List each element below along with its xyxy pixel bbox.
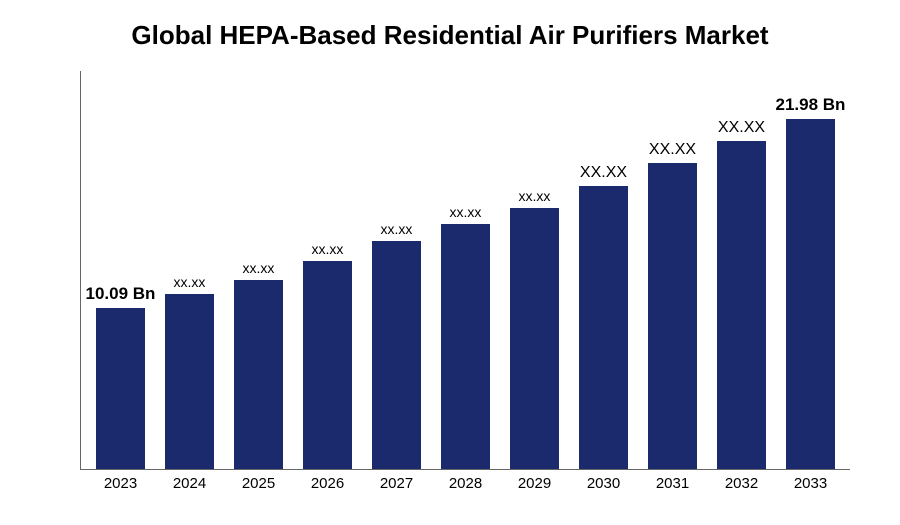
plot-area: 10.09 Bn xx.xx xx.xx xx.xx xx.xx xx.xx xx.xx XX… (80, 71, 850, 470)
bar-group: 21.98 Bn (776, 71, 845, 469)
bar: XX.XX (648, 163, 696, 469)
bar-group: xx.xx (431, 71, 500, 469)
x-axis-tick: 2023 (86, 475, 155, 492)
bar: 21.98 Bn (786, 119, 834, 469)
bar-value-label: XX.XX (718, 119, 765, 137)
chart-container: Global HEPA-Based Residential Air Purifi… (0, 0, 900, 525)
bar: xx.xx (234, 280, 282, 469)
bar-value-label: XX.XX (649, 141, 696, 159)
x-axis-tick: 2025 (224, 475, 293, 492)
bar: xx.xx (510, 208, 558, 469)
x-axis-tick: 2028 (431, 475, 500, 492)
bar: xx.xx (303, 261, 351, 469)
bar-value-label: xx.xx (243, 260, 275, 276)
bar-value-label: xx.xx (174, 274, 206, 290)
bar-group: XX.XX (707, 71, 776, 469)
x-axis-tick: 2031 (638, 475, 707, 492)
bar: 10.09 Bn (96, 308, 144, 469)
chart-title: Global HEPA-Based Residential Air Purifi… (30, 20, 870, 51)
bars-wrapper: 10.09 Bn xx.xx xx.xx xx.xx xx.xx xx.xx xx.xx XX… (81, 71, 850, 469)
x-axis-tick: 2026 (293, 475, 362, 492)
bar: xx.xx (441, 224, 489, 469)
x-axis-tick: 2029 (500, 475, 569, 492)
x-axis-tick: 2033 (776, 475, 845, 492)
bar-group: xx.xx (500, 71, 569, 469)
x-axis-tick: 2032 (707, 475, 776, 492)
bar-value-label: xx.xx (381, 221, 413, 237)
bar: XX.XX (579, 186, 627, 469)
bar-value-label: xx.xx (519, 188, 551, 204)
x-axis-tick: 2027 (362, 475, 431, 492)
bar: xx.xx (372, 241, 420, 469)
bar-group: xx.xx (362, 71, 431, 469)
x-axis-tick: 2030 (569, 475, 638, 492)
bar-value-label: xx.xx (450, 204, 482, 220)
bar-value-label: xx.xx (312, 241, 344, 257)
bar-group: XX.XX (638, 71, 707, 469)
bar-group: xx.xx (155, 71, 224, 469)
bar-value-label: XX.XX (580, 164, 627, 182)
bar: XX.XX (717, 141, 765, 469)
bar: xx.xx (165, 294, 213, 469)
x-axis-labels: 2023202420252026202720282029203020312032… (81, 469, 850, 492)
bar-value-label: 21.98 Bn (776, 95, 846, 115)
bar-group: xx.xx (293, 71, 362, 469)
bar-value-label: 10.09 Bn (86, 284, 156, 304)
bar-group: 10.09 Bn (86, 71, 155, 469)
bar-group: xx.xx (224, 71, 293, 469)
bar-group: XX.XX (569, 71, 638, 469)
x-axis-tick: 2024 (155, 475, 224, 492)
